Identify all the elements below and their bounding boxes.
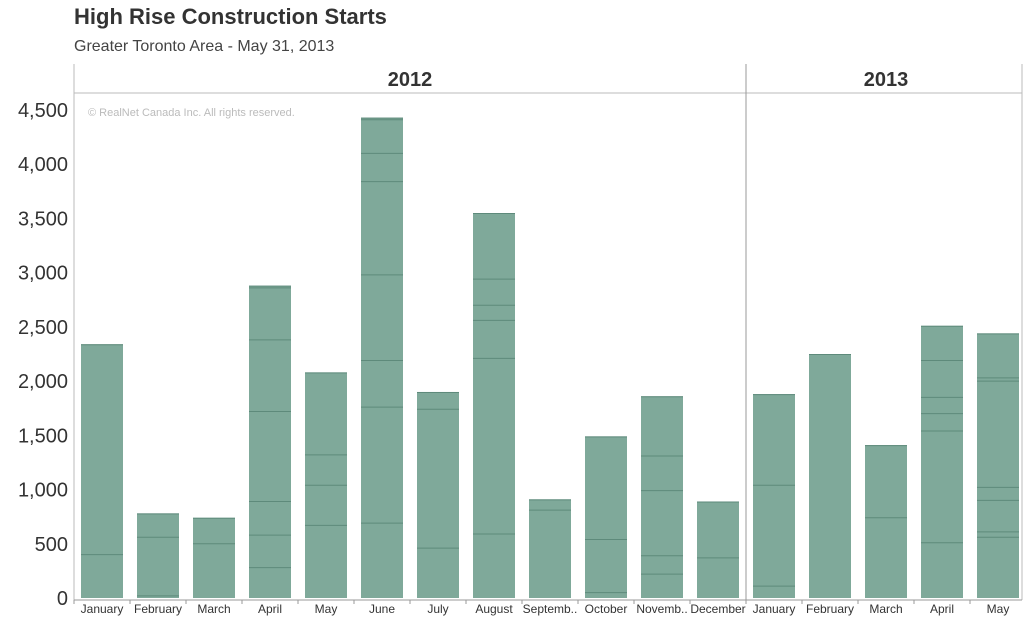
bar — [417, 391, 459, 598]
x-tick-label: March — [869, 602, 902, 616]
x-tick-label: August — [475, 602, 513, 616]
x-tick-label: February — [806, 602, 854, 616]
x-tick-label: April — [258, 602, 282, 616]
x-tick-label: October — [585, 602, 628, 616]
bar — [753, 394, 795, 598]
chart-title: High Rise Construction Starts — [74, 4, 387, 29]
bar — [249, 285, 291, 598]
x-tick-label: May — [987, 602, 1010, 616]
bar — [641, 396, 683, 598]
x-tick-label: April — [930, 602, 954, 616]
x-tick-label: February — [134, 602, 182, 616]
bar — [921, 325, 963, 598]
x-tick-label: March — [197, 602, 230, 616]
bar — [473, 213, 515, 598]
y-tick-label: 4,500 — [18, 100, 68, 122]
bar — [865, 445, 907, 598]
y-tick-label: 3,000 — [18, 263, 68, 285]
y-tick-label: 500 — [35, 534, 68, 556]
panel-title-2013: 2013 — [864, 69, 909, 91]
y-tick-label: 0 — [57, 588, 68, 610]
bar — [977, 333, 1019, 598]
chart-subtitle: Greater Toronto Area - May 31, 2013 — [74, 38, 335, 55]
x-tick-label: Novemb.. — [636, 602, 687, 616]
y-tick-label: 4,000 — [18, 154, 68, 176]
y-tick-label: 1,500 — [18, 425, 68, 447]
x-tick-label: Septemb.. — [523, 602, 578, 616]
x-tick-label: June — [369, 602, 395, 616]
x-tick-label: May — [315, 602, 338, 616]
bar — [529, 499, 571, 598]
bar — [697, 501, 739, 598]
y-tick-label: 2,000 — [18, 371, 68, 393]
bar — [585, 436, 627, 598]
x-tick-label: January — [753, 602, 796, 616]
x-tick-label: July — [427, 602, 448, 616]
y-tick-label: 2,500 — [18, 317, 68, 339]
x-tick-label: January — [81, 602, 124, 616]
copyright-text: © RealNet Canada Inc. All rights reserve… — [88, 107, 295, 119]
bar — [137, 513, 179, 598]
bar — [809, 354, 851, 598]
x-tick-label: December — [690, 602, 745, 616]
bar — [81, 344, 123, 598]
y-tick-label: 1,000 — [18, 480, 68, 502]
bar — [361, 117, 403, 598]
bar — [193, 517, 235, 598]
y-tick-label: 3,500 — [18, 208, 68, 230]
panel-title-2012: 2012 — [388, 69, 433, 91]
